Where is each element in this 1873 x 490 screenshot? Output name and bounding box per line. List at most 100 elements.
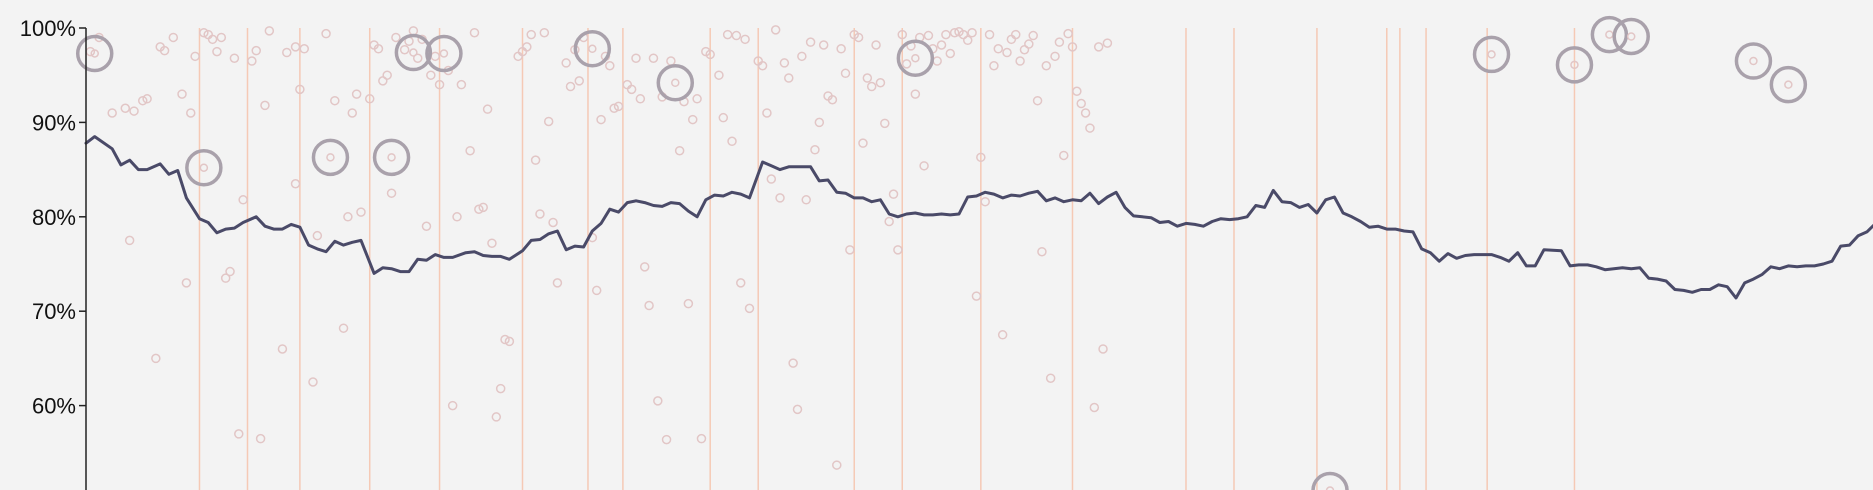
- scatter-point: [199, 27, 209, 38]
- scatter-point: [159, 45, 170, 56]
- scatter-point: [535, 209, 545, 219]
- scatter-point: [290, 42, 301, 52]
- highlight-ring: [425, 34, 463, 73]
- scatter-point: [308, 377, 318, 387]
- highlight-dot: [1749, 56, 1758, 66]
- scatter-point: [788, 358, 798, 368]
- scatter-point: [465, 145, 475, 156]
- scatter-point: [639, 262, 650, 272]
- scatter-point: [888, 189, 899, 199]
- scatter-point: [1002, 47, 1012, 58]
- scatter-point: [932, 56, 942, 66]
- scatter-point: [949, 27, 960, 38]
- scatter-point: [845, 245, 855, 255]
- scatter-point: [1102, 38, 1113, 48]
- scatter-point: [858, 138, 868, 148]
- scatter-point: [391, 32, 401, 43]
- highlight-ring: [1734, 42, 1773, 80]
- scatter-point: [666, 56, 676, 66]
- highlight-ring: [185, 148, 223, 187]
- y-tick-label: 80%: [32, 205, 76, 230]
- scatter-point: [683, 298, 694, 309]
- scatter-point: [984, 29, 995, 40]
- highlight-dot: [387, 153, 396, 162]
- highlight-circles: [75, 15, 1808, 490]
- highlight-dot: [911, 53, 920, 63]
- scatter-point: [1028, 30, 1038, 41]
- scatter-point: [696, 433, 707, 444]
- scatter-point: [312, 230, 323, 241]
- scatter-point: [1089, 402, 1100, 413]
- scatter-point: [177, 89, 187, 99]
- scatter-point: [129, 106, 139, 116]
- scatter-point: [321, 28, 331, 39]
- highlighted-point: [425, 34, 463, 73]
- scatter-point: [168, 32, 179, 43]
- highlighted-point: [1734, 42, 1773, 80]
- scatter-point: [941, 29, 951, 40]
- scatter-point: [408, 26, 419, 36]
- y-tick-label: 70%: [32, 299, 76, 324]
- highlight-dot: [1487, 50, 1496, 59]
- scatter-point: [596, 114, 606, 125]
- scatter-point: [801, 195, 811, 205]
- scatter-point: [504, 336, 515, 347]
- highlighted-point: [394, 33, 433, 72]
- scatter-point: [500, 334, 510, 345]
- highlight-dot: [1570, 60, 1579, 70]
- scatter-point: [875, 78, 886, 88]
- scatter-point: [897, 29, 908, 40]
- highlighted-point: [1769, 65, 1808, 104]
- highlight-dot: [1325, 486, 1335, 490]
- highlighted-point: [185, 148, 223, 187]
- y-tick-label: 60%: [32, 394, 76, 419]
- highlight-ring: [1311, 471, 1349, 490]
- scatter-point: [229, 53, 240, 63]
- event-lines: [198, 28, 1576, 490]
- scatter-point: [186, 108, 196, 118]
- scatter-point: [1037, 246, 1047, 257]
- scatter-point: [216, 32, 227, 43]
- scatter-point: [1067, 42, 1078, 52]
- highlight-dot: [588, 44, 597, 54]
- scatter-point: [255, 433, 266, 444]
- scatter-point: [299, 44, 309, 54]
- scatter-point: [190, 51, 200, 62]
- scatter-point: [491, 412, 502, 422]
- scatter-point: [447, 400, 458, 411]
- scatter-point: [264, 26, 275, 36]
- highlighted-point: [656, 64, 695, 102]
- scatter-point: [107, 108, 117, 118]
- highlight-ring: [656, 64, 695, 102]
- scatter-point: [386, 188, 397, 198]
- scatter-point: [740, 34, 750, 45]
- scatter-point: [967, 27, 977, 38]
- scatter-point: [1076, 98, 1086, 109]
- scatter-point: [609, 103, 619, 113]
- scatter-point: [1054, 37, 1065, 47]
- scatter-point: [495, 383, 506, 394]
- scatter-point: [1093, 42, 1104, 52]
- scatter-point: [871, 40, 881, 50]
- scatter-point: [338, 323, 349, 333]
- scatter-point: [207, 34, 218, 45]
- y-tick-label: 100%: [20, 16, 76, 41]
- scatter-point: [351, 89, 362, 99]
- scatter-point: [343, 212, 353, 222]
- highlighted-point: [1311, 471, 1349, 490]
- scatter-point: [347, 108, 358, 118]
- highlight-ring: [573, 30, 612, 68]
- scatter-point: [797, 51, 807, 62]
- scatter-point: [513, 51, 523, 62]
- scatter-point: [980, 196, 990, 207]
- scatter-point: [626, 84, 637, 95]
- scatter-point: [430, 51, 440, 62]
- scatter-point: [727, 136, 737, 147]
- scatter-point: [766, 174, 777, 184]
- scatter-point: [687, 114, 698, 125]
- highlight-ring: [75, 34, 114, 73]
- scatter-point: [137, 95, 148, 106]
- scatter-point: [260, 100, 270, 111]
- scatter-point: [574, 76, 584, 86]
- scatter-point: [997, 330, 1008, 340]
